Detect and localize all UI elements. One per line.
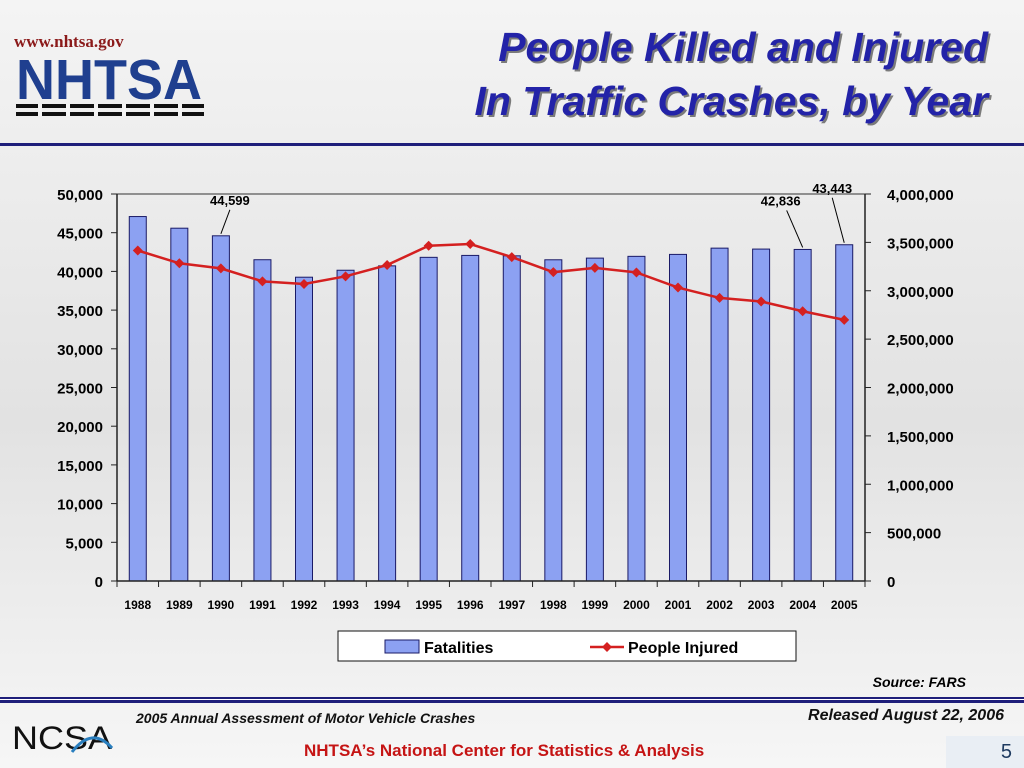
right-tick-label: 1,000,000 [887,477,954,494]
x-tick-label: 1993 [332,598,359,612]
legend-swatch-fatalities [384,639,420,654]
x-tick-label: 1991 [249,598,276,612]
x-tick-label: 1996 [457,598,484,612]
left-tick-label: 30,000 [57,342,103,359]
release-date: Released August 22, 2006 [808,707,1004,724]
nhtsa-logo-text: NHTSA [16,52,202,112]
injured-point-1998 [548,267,559,278]
fatalities-injured-chart: 0 5,000 10,000 15,000 20,000 25,000 30,000 35,0… [57,181,954,662]
injured-point-2000 [631,267,642,278]
left-tick-label: 45,000 [57,226,103,243]
left-tick-label: 40,000 [57,264,103,281]
x-tick-label: 2000 [623,598,650,612]
annotation-leader-2004 [786,210,804,248]
injured-point-1996 [465,239,476,250]
website-url: www.nhtsa.gov [14,32,124,51]
page-title: People Killed and Injured In Traffic Cra… [474,20,988,128]
bar-1996 [461,254,480,582]
injured-point-1997 [506,252,517,263]
x-tick-label: 2002 [706,598,733,612]
bar-1992 [295,276,313,582]
injured-point-2003 [756,296,767,307]
left-tick-label: 10,000 [57,497,103,514]
right-tick-label: 3,500,000 [887,235,954,252]
bar-1991 [253,259,272,582]
annotation-leader-1990 [220,209,231,234]
injured-point-1992 [299,278,309,289]
injured-point-2001 [673,282,683,293]
right-tick-label: 1,500,000 [887,429,954,446]
x-tick-label: 1997 [498,598,525,612]
injured-point-1990 [215,263,226,274]
x-tick-label: 1989 [166,598,193,612]
bar-2005 [835,244,854,582]
left-tick-label: 50,000 [57,187,103,204]
right-tick-label: 0 [887,574,895,591]
x-tick-label: 1988 [124,598,151,612]
injured-point-2004 [797,306,808,317]
footer-divider [0,697,1024,703]
title-line-1: People Killed and Injured [498,24,988,70]
x-tick-label: 1990 [208,598,235,612]
right-tick-label: 4,000,000 [887,187,954,204]
annotation-2005: 43,443 [812,181,852,196]
annotation-2004: 42,836 [761,193,801,208]
x-tick-label: 1999 [582,598,609,612]
header-divider [0,143,1024,146]
annotation-1990: 44,599 [210,193,250,208]
bar-2000 [627,255,646,582]
bar-1999 [585,257,604,582]
injured-point-2005 [839,314,850,325]
source-note: Source: FARS [872,674,966,690]
nhtsa-logo: NHTSA [16,52,204,116]
injured-point-1994 [382,260,393,271]
left-tick-label: 5,000 [65,535,103,552]
bar-2001 [669,253,687,582]
left-tick-label: 35,000 [57,303,103,320]
x-tick-label: 1994 [374,598,401,612]
injured-point-2002 [714,292,725,303]
x-tick-label: 2001 [665,598,692,612]
bar-1994 [378,265,397,582]
right-tick-label: 2,000,000 [887,381,954,398]
injured-point-1995 [423,240,434,251]
bar-1993 [336,269,355,582]
bar-1995 [419,256,438,582]
injured-point-1991 [257,276,268,287]
report-title: 2005 Annual Assessment of Motor Vehicle … [136,710,476,726]
footer-center-text: NHTSA’s National Center for Statistics &… [304,741,705,760]
bar-1988 [128,216,147,582]
ncsa-logo: NCSA [12,720,114,756]
annotation-leader-2005 [831,197,845,243]
right-tick-label: 2,500,000 [887,332,954,349]
page-number: 5 [946,736,1024,768]
legend-label-injured: People Injured [628,640,738,657]
x-tick-label: 2003 [748,598,775,612]
injured-line [137,242,845,322]
right-tick-label: 500,000 [887,526,941,543]
x-tick-label: 1998 [540,598,567,612]
left-tick-label: 15,000 [57,458,103,475]
injured-point-1993 [340,271,351,282]
bar-1997 [502,255,521,582]
injured-point-1988 [132,245,143,256]
x-tick-label: 2005 [831,598,858,612]
left-tick-label: 0 [95,574,103,591]
bar-1990 [211,235,230,582]
title-line-2: In Traffic Crashes, by Year [474,78,988,124]
right-tick-label: 3,000,000 [887,284,954,301]
legend-marker-injured [602,642,612,652]
left-tick-label: 25,000 [57,381,103,398]
injured-point-1999 [589,262,600,273]
bar-2004 [793,248,812,582]
x-tick-label: 1995 [415,598,442,612]
injured-point-1989 [174,258,185,269]
bar-1989 [170,227,189,582]
x-tick-label: 1992 [291,598,318,612]
x-tick-label: 2004 [789,598,816,612]
left-tick-label: 20,000 [57,419,103,436]
bar-1998 [544,259,563,582]
legend-label-fatalities: Fatalities [424,640,493,657]
